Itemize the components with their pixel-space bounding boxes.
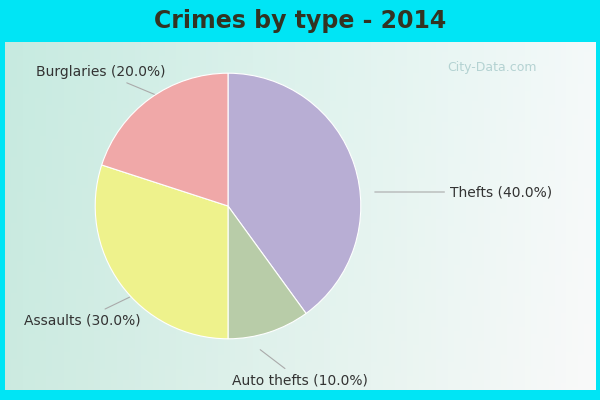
Wedge shape — [95, 165, 228, 339]
Text: Crimes by type - 2014: Crimes by type - 2014 — [154, 9, 446, 33]
Wedge shape — [228, 206, 306, 339]
Text: City-Data.com: City-Data.com — [447, 62, 537, 74]
Wedge shape — [101, 73, 228, 206]
Bar — [595, 0, 600, 400]
Text: Auto thefts (10.0%): Auto thefts (10.0%) — [232, 350, 368, 387]
Bar — [0, 390, 600, 400]
Bar — [0, 0, 5, 400]
Text: Burglaries (20.0%): Burglaries (20.0%) — [36, 65, 166, 99]
Wedge shape — [228, 73, 361, 314]
Bar — [0, 0, 600, 42]
Text: Assaults (30.0%): Assaults (30.0%) — [24, 297, 140, 327]
Text: Thefts (40.0%): Thefts (40.0%) — [375, 185, 552, 199]
